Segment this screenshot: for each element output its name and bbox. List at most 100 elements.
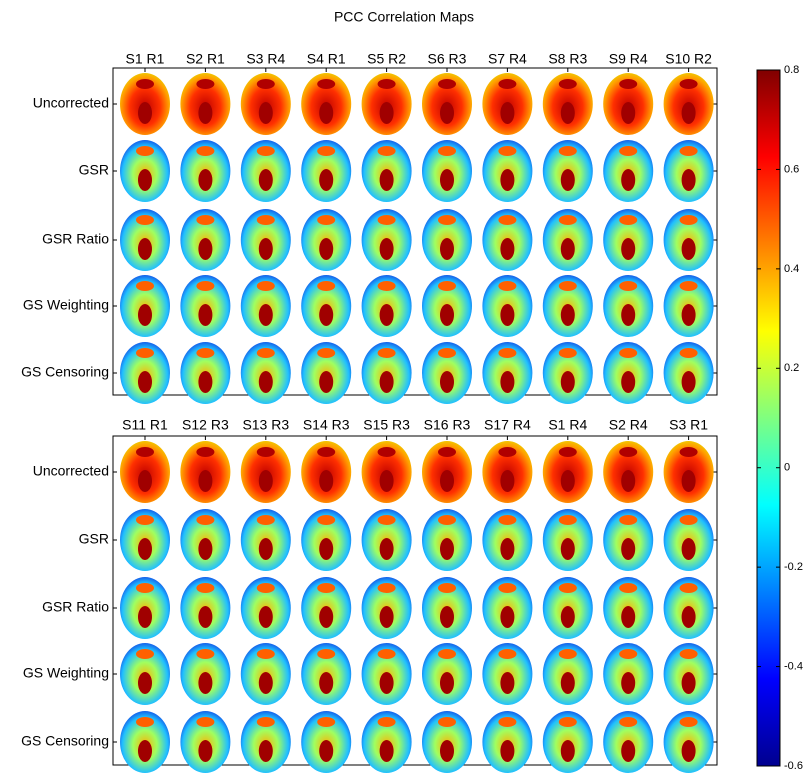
- brain-hotspot: [438, 281, 456, 291]
- brain-map: [180, 140, 230, 202]
- brain-hotspot: [319, 538, 333, 560]
- brain-hotspot: [319, 740, 333, 762]
- brain-hotspot: [621, 371, 635, 393]
- brain-hotspot: [440, 371, 454, 393]
- brain-hotspot: [380, 606, 394, 628]
- brain-map: [603, 140, 653, 202]
- brain-hotspot: [257, 215, 275, 225]
- brain-hotspot: [559, 215, 577, 225]
- colorbar-tick-label: 0.2: [784, 362, 799, 374]
- brain-hotspot: [619, 447, 637, 457]
- brain-map: [482, 711, 532, 773]
- brain-hotspot: [259, 606, 273, 628]
- brain-map: [422, 577, 472, 639]
- brain-hotspot: [621, 606, 635, 628]
- brain-hotspot: [438, 215, 456, 225]
- brain-hotspot: [682, 672, 696, 694]
- brain-hotspot: [198, 102, 212, 124]
- column-label: S13 R3: [242, 417, 289, 433]
- brain-hotspot: [136, 515, 154, 525]
- brain-map: [482, 643, 532, 705]
- brain-hotspot: [259, 238, 273, 260]
- brain-hotspot: [378, 348, 396, 358]
- brain-hotspot: [498, 215, 516, 225]
- brain-map: [422, 275, 472, 337]
- brain-map: [362, 209, 412, 271]
- brain-hotspot: [438, 79, 456, 89]
- column-label: S10 R2: [665, 51, 712, 67]
- brain-hotspot: [559, 447, 577, 457]
- brain-hotspot: [196, 281, 214, 291]
- figure: PCC Correlation Maps S1 R1S2 R1S3 R4S4 R…: [0, 0, 807, 773]
- column-label: S16 R3: [424, 417, 471, 433]
- brain-hotspot: [500, 102, 514, 124]
- brain-hotspot: [136, 281, 154, 291]
- colorbar-tick-label: 0.6: [784, 163, 799, 175]
- brain-hotspot: [680, 79, 698, 89]
- brain-hotspot: [680, 348, 698, 358]
- brain-map: [241, 209, 291, 271]
- column-label: S7 R4: [488, 51, 527, 67]
- brain-hotspot: [500, 304, 514, 326]
- brain-hotspot: [619, 515, 637, 525]
- brain-hotspot: [138, 672, 152, 694]
- brain-hotspot: [680, 717, 698, 727]
- brain-hotspot: [680, 447, 698, 457]
- brain-hotspot: [259, 740, 273, 762]
- brain-hotspot: [378, 649, 396, 659]
- brain-map: [241, 342, 291, 404]
- brain-hotspot: [317, 717, 335, 727]
- brain-hotspot: [682, 740, 696, 762]
- brain-hotspot: [378, 447, 396, 457]
- brain-map: [120, 275, 170, 337]
- colorbar-tick-label: -0.6: [784, 760, 803, 772]
- brain-hotspot: [138, 371, 152, 393]
- brain-hotspot: [619, 79, 637, 89]
- brain-hotspot: [500, 672, 514, 694]
- brain-hotspot: [196, 146, 214, 156]
- row-label: Uncorrected: [33, 463, 109, 479]
- brain-hotspot: [559, 515, 577, 525]
- brain-hotspot: [378, 281, 396, 291]
- brain-hotspot: [561, 304, 575, 326]
- brain-hotspot: [561, 672, 575, 694]
- brain-map: [664, 209, 714, 271]
- brain-hotspot: [319, 169, 333, 191]
- chart-title: PCC Correlation Maps: [334, 9, 474, 25]
- brain-hotspot: [621, 672, 635, 694]
- brain-hotspot: [561, 169, 575, 191]
- brain-hotspot: [196, 348, 214, 358]
- brain-map: [603, 342, 653, 404]
- brain-map: [422, 509, 472, 571]
- brain-hotspot: [380, 238, 394, 260]
- brain-hotspot: [380, 169, 394, 191]
- brain-hotspot: [257, 447, 275, 457]
- brain-hotspot: [621, 470, 635, 492]
- brain-map: [543, 441, 593, 503]
- brain-hotspot: [317, 146, 335, 156]
- brain-hotspot: [259, 470, 273, 492]
- brain-map: [362, 342, 412, 404]
- brain-hotspot: [317, 649, 335, 659]
- brain-hotspot: [259, 102, 273, 124]
- brain-hotspot: [621, 538, 635, 560]
- brain-hotspot: [498, 79, 516, 89]
- brain-hotspot: [682, 169, 696, 191]
- brain-map: [120, 342, 170, 404]
- brain-map: [180, 643, 230, 705]
- brain-map: [180, 441, 230, 503]
- brain-hotspot: [619, 146, 637, 156]
- brain-hotspot: [196, 649, 214, 659]
- brain-map: [422, 140, 472, 202]
- brain-map: [603, 209, 653, 271]
- brain-hotspot: [136, 215, 154, 225]
- brain-hotspot: [136, 79, 154, 89]
- brain-hotspot: [498, 515, 516, 525]
- brain-hotspot: [559, 79, 577, 89]
- brain-map: [301, 209, 351, 271]
- brain-map: [482, 73, 532, 135]
- brain-hotspot: [138, 238, 152, 260]
- brain-hotspot: [682, 238, 696, 260]
- colorbar: [757, 70, 780, 766]
- brain-map: [543, 275, 593, 337]
